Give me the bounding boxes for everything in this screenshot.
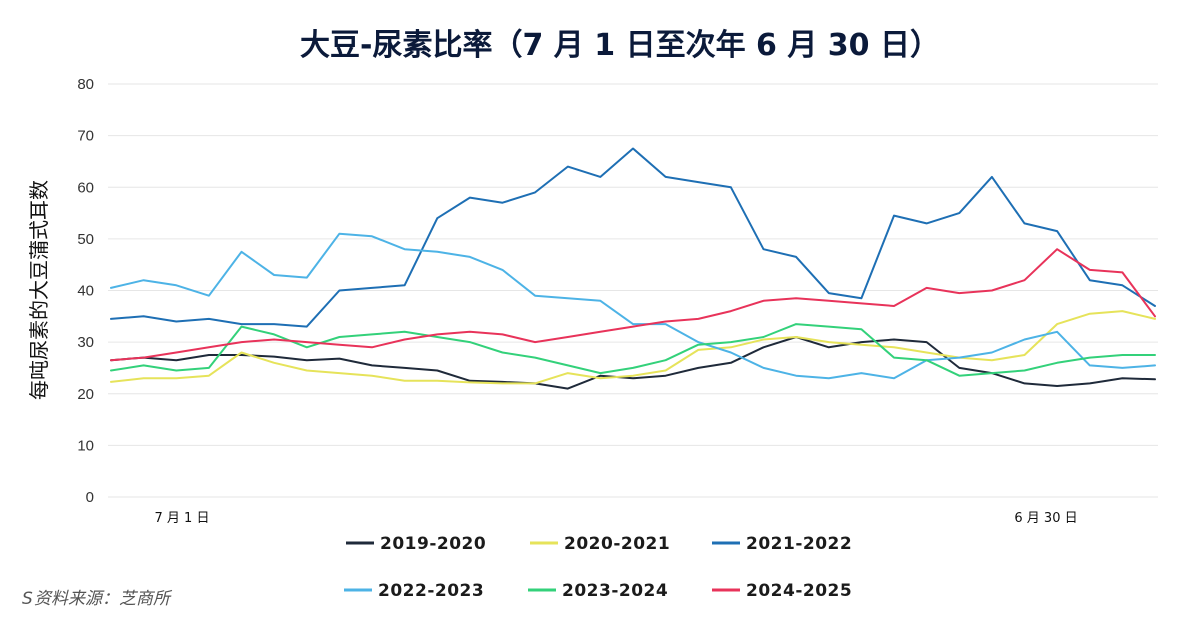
y-tick-label: 70 <box>77 128 94 145</box>
series-line-2022-2023 <box>110 232 1156 380</box>
legend: 2019-2020 2020-2021 2021-2022 2022-2023 2023… <box>344 534 852 601</box>
legend-item: 2022-2023 <box>344 581 484 601</box>
plot-lines <box>110 147 1156 390</box>
gridlines <box>108 83 1158 498</box>
series-line-2023-2024 <box>110 323 1156 377</box>
legend-item: 2019-2020 <box>346 534 486 554</box>
legend-label: 2021-2022 <box>746 534 852 554</box>
source-text: 资料来源：芝商所 <box>34 589 173 609</box>
legend-item: 2024-2025 <box>712 581 852 601</box>
y-tick-label: 10 <box>77 437 94 454</box>
legend-label: 2023-2024 <box>562 581 668 601</box>
legend-item: 2023-2024 <box>528 581 668 601</box>
chart-title: 大豆-尿素比率（7 月 1 日至次年 6 月 30 日） <box>300 28 940 63</box>
legend-label: 2020-2021 <box>564 534 670 554</box>
y-tick-label: 80 <box>77 76 94 93</box>
y-tick-label: 50 <box>77 231 94 248</box>
y-tick-label: 60 <box>77 179 94 196</box>
y-tick-label: 30 <box>77 334 94 351</box>
x-tick-label: 7 月 1 日 <box>155 511 210 526</box>
source-note: S 资料来源：芝商所 <box>22 589 173 609</box>
legend-item: 2020-2021 <box>530 534 670 554</box>
series-line-2024-2025 <box>110 248 1156 362</box>
x-tick-label: 6 月 30 日 <box>1014 511 1077 526</box>
series-line-2019-2020 <box>110 336 1156 390</box>
legend-item: 2021-2022 <box>712 534 852 554</box>
y-tick-label: 40 <box>77 283 94 300</box>
legend-label: 2024-2025 <box>746 581 852 601</box>
series-line-2020-2021 <box>110 310 1156 385</box>
series-line-2021-2022 <box>110 147 1156 328</box>
y-tick-label: 0 <box>86 489 94 506</box>
source-prefix: S <box>22 589 33 609</box>
y-tick-label: 20 <box>77 386 94 403</box>
y-axis-label: 每吨尿素的大豆蒲式耳数 <box>27 180 51 400</box>
x-axis-ticks: 7 月 1 日 6 月 30 日 <box>155 511 1078 526</box>
y-axis-ticks: 0 10 20 30 40 50 60 70 80 <box>77 76 94 506</box>
legend-label: 2019-2020 <box>380 534 486 554</box>
legend-label: 2022-2023 <box>378 581 484 601</box>
